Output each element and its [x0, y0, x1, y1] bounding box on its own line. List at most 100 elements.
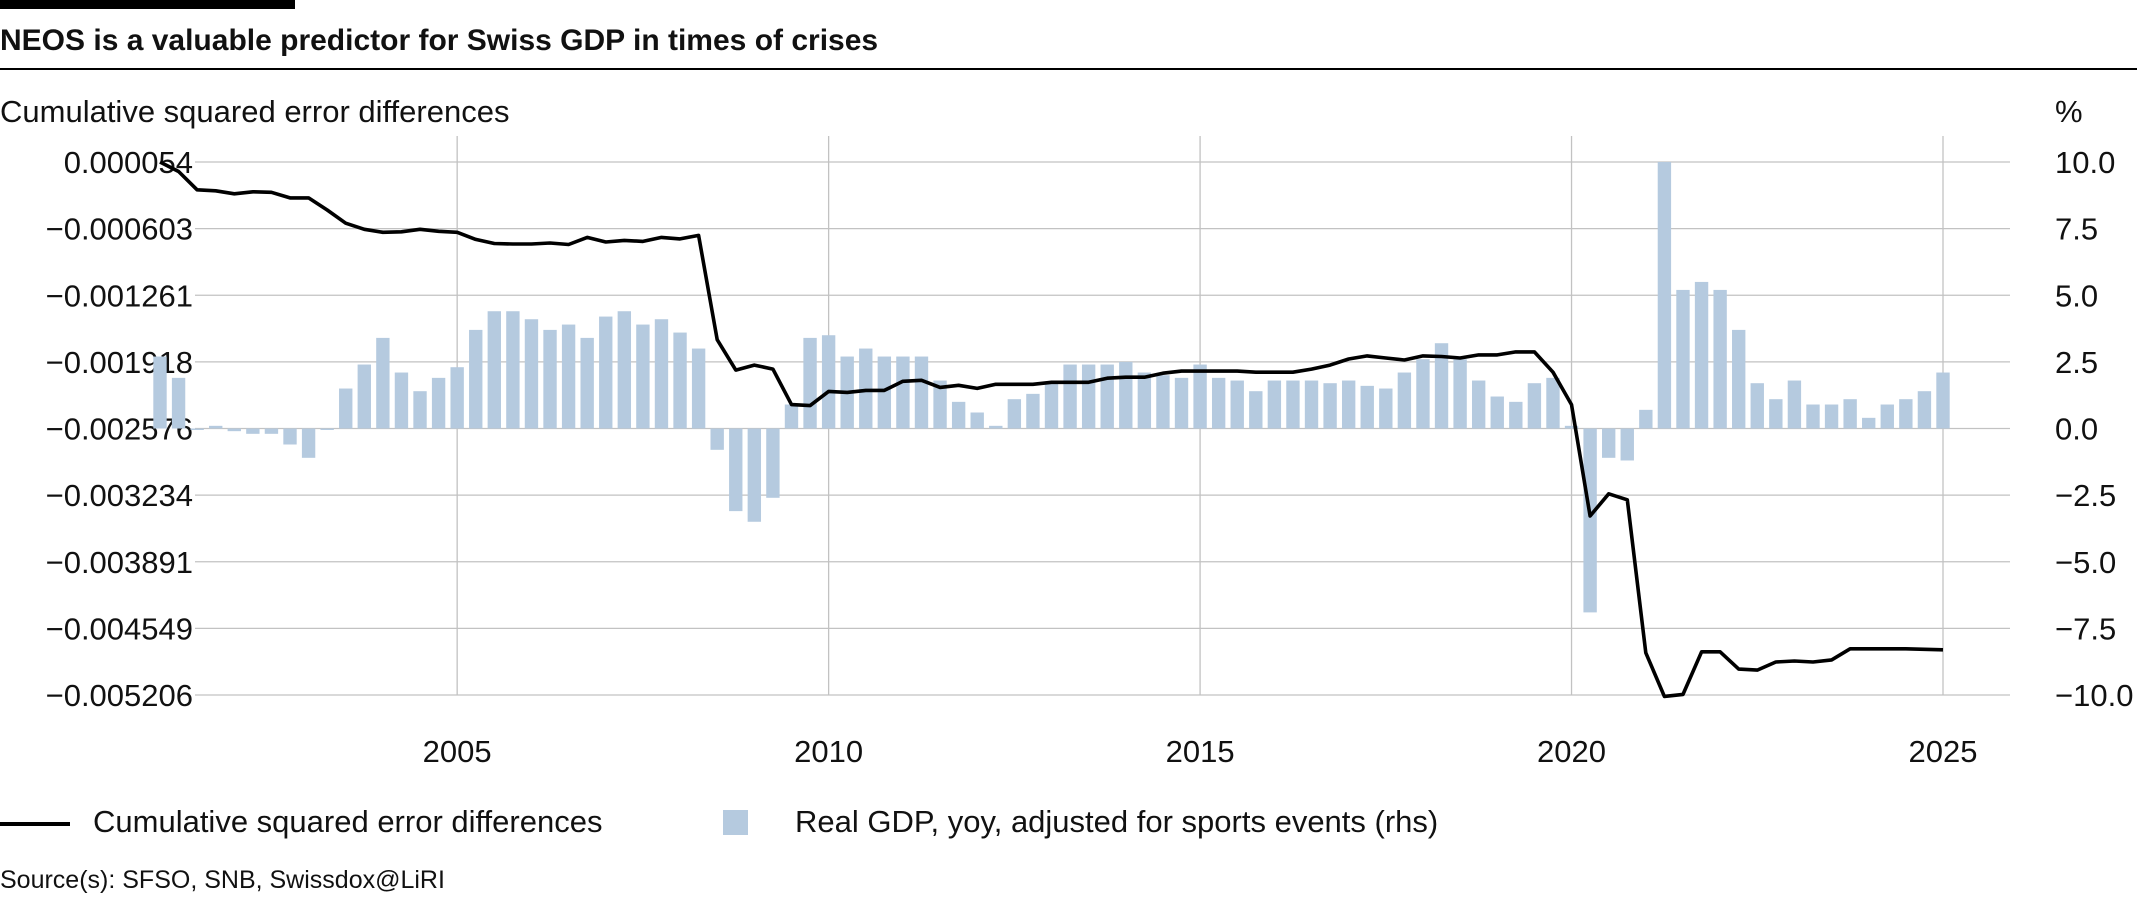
gdp-bar	[1341, 380, 1356, 429]
gdp-bar	[784, 404, 799, 429]
gdp-bar	[376, 337, 390, 429]
gdp-bar	[1026, 393, 1040, 429]
x-tick-label: 2015	[1166, 734, 1235, 769]
legend-bar-label: Real GDP, yoy, adjusted for sports event…	[795, 804, 1439, 839]
gdp-bar	[1397, 372, 1412, 429]
gdp-bar	[1917, 391, 1932, 429]
left-tick-label: −0.001261	[46, 278, 193, 313]
left-tick-label: −0.003234	[46, 478, 193, 513]
gdp-bar	[227, 428, 241, 432]
gdp-bar	[1471, 380, 1486, 429]
gdp-bar	[1750, 383, 1764, 429]
gdp-bar	[1453, 359, 1467, 429]
gdp-bar	[654, 319, 669, 429]
gdp-bar	[710, 428, 724, 450]
gdp-bar	[264, 428, 279, 434]
left-tick-label: −0.001918	[46, 345, 193, 380]
gdp-bar	[469, 329, 483, 429]
legend-line-swatch	[0, 822, 70, 826]
gdp-bar	[283, 428, 297, 445]
gdp-bar	[1416, 359, 1430, 429]
left-tick-label: −0.002576	[46, 412, 193, 447]
gdp-bar	[1119, 361, 1133, 429]
left-tick-label: −0.000603	[46, 212, 193, 247]
left-tick-label: −0.003891	[46, 545, 193, 580]
gdp-bar	[320, 428, 334, 430]
gdp-bar	[821, 335, 836, 429]
x-tick-label: 2020	[1537, 734, 1606, 769]
gdp-bar	[1824, 404, 1839, 429]
gdp-bar	[1007, 399, 1022, 429]
gdp-bar	[1732, 329, 1746, 429]
gdp-bar	[1360, 385, 1374, 429]
gdp-bar	[1379, 388, 1393, 429]
gdp-bar	[153, 356, 167, 429]
gdp-bar	[1490, 396, 1504, 429]
gdp-bar	[357, 364, 371, 429]
gdp-bar	[1137, 372, 1152, 429]
header-accent-bar	[0, 0, 295, 9]
legend-line-label: Cumulative squared error differences	[93, 804, 603, 839]
gdp-bar	[1639, 409, 1653, 429]
gdp-bar	[1657, 162, 1672, 429]
left-tick-label: 0.000054	[64, 145, 193, 180]
x-tick-label: 2025	[1909, 734, 1978, 769]
left-axis-label: Cumulative squared error differences	[0, 94, 510, 129]
gdp-bar	[1211, 377, 1226, 429]
source-note: Source(s): SFSO, SNB, Swissdox@LiRI	[0, 866, 445, 894]
gdp-bar	[1081, 364, 1096, 429]
right-tick-label: 2.5	[2055, 345, 2098, 380]
gdp-bar	[1862, 417, 1876, 429]
gdp-bar	[951, 401, 966, 429]
gdp-bar	[1880, 404, 1894, 429]
gdp-bar	[1509, 401, 1523, 429]
right-axis-label: %	[2055, 94, 2083, 129]
gdp-bar	[171, 377, 186, 429]
gdp-bar	[1249, 391, 1263, 429]
gdp-bar	[1156, 375, 1170, 429]
gdp-bar	[339, 388, 353, 429]
gdp-bar	[413, 391, 427, 429]
gdp-bar	[914, 356, 929, 429]
gdp-bar	[1304, 380, 1319, 429]
gdp-bar	[747, 428, 762, 522]
gdp-bar	[450, 367, 464, 429]
gdp-bar	[1843, 399, 1857, 429]
gdp-bar	[190, 428, 204, 430]
gdp-bar	[209, 425, 223, 429]
gdp-bar	[1230, 380, 1244, 429]
gdp-bar	[859, 348, 873, 429]
gdp-bar	[1174, 377, 1189, 429]
right-tick-label: 7.5	[2055, 212, 2098, 247]
gdp-bar	[766, 428, 780, 498]
right-tick-label: 5.0	[2055, 278, 2098, 313]
right-tick-label: 0.0	[2055, 412, 2098, 447]
gdp-bar	[1676, 289, 1690, 429]
gdp-bar	[989, 425, 1003, 429]
gdp-bar	[1286, 380, 1300, 429]
gdp-bar	[301, 428, 316, 458]
gdp-bar	[1769, 399, 1783, 429]
gdp-bar	[1100, 364, 1114, 429]
gdp-bar	[1936, 372, 1950, 429]
gdp-bar	[506, 311, 520, 429]
right-tick-label: −10.0	[2055, 678, 2133, 713]
error-difference-line	[159, 160, 1944, 699]
right-tick-label: −2.5	[2055, 478, 2116, 513]
gdp-bar	[729, 428, 743, 512]
gdp-bar	[431, 377, 446, 429]
gdp-bar	[896, 356, 910, 429]
gdp-bar	[1063, 364, 1077, 429]
gdp-bar	[1323, 383, 1337, 429]
gdp-bar	[1527, 383, 1542, 429]
gdp-bar	[580, 337, 594, 429]
title-divider	[0, 68, 2137, 70]
gdp-bar	[487, 311, 501, 429]
gdp-bar	[543, 329, 557, 429]
gdp-bar	[803, 337, 817, 429]
gdp-bar	[1694, 281, 1709, 429]
gdp-bar	[1583, 428, 1597, 613]
gdp-bar	[673, 332, 687, 429]
gdp-bar	[1620, 428, 1634, 461]
